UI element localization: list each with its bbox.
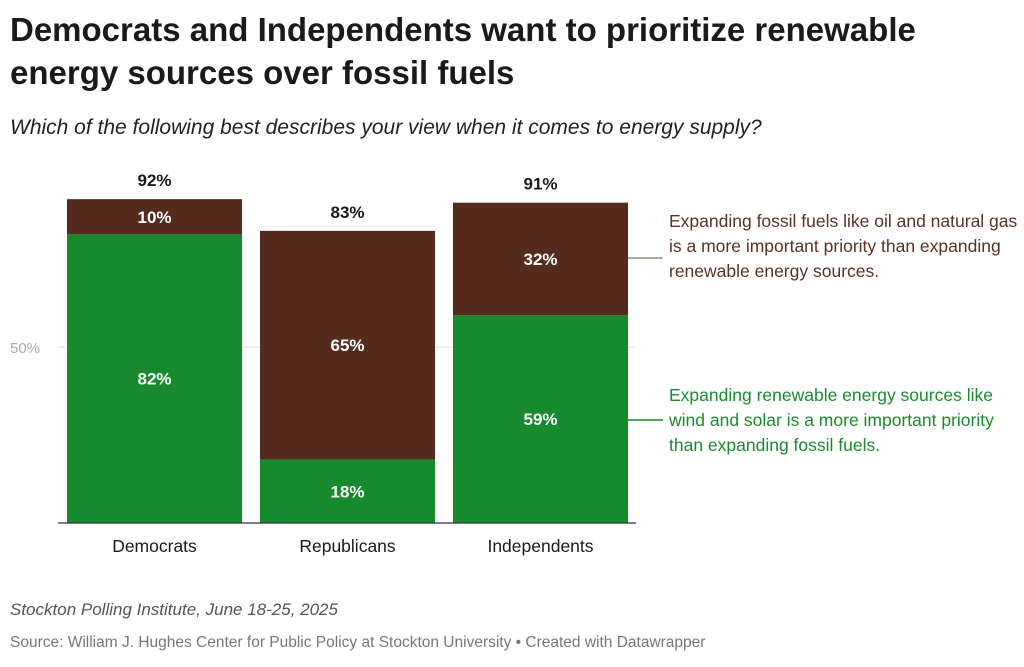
total-label: 92%: [137, 171, 171, 190]
y-tick-label: 50%: [10, 340, 40, 357]
bar-segment-fossil: [67, 199, 242, 235]
bar-segment-fossil: [453, 202, 628, 316]
x-category-label: Independents: [487, 536, 593, 556]
data-label-fossil: 32%: [523, 250, 557, 269]
bar-segment-renewable: [260, 459, 435, 523]
total-label: 83%: [330, 203, 364, 222]
bar-segment-fossil: [260, 230, 435, 460]
chart-title: Democrats and Independents want to prior…: [10, 11, 916, 91]
total-label: 91%: [523, 175, 557, 194]
x-category-label: Democrats: [112, 536, 197, 556]
footer-note: Stockton Polling Institute, June 18-25, …: [10, 600, 338, 619]
bar-segment-renewable: [453, 315, 628, 523]
legend-label-fossil: Expanding fossil fuels like oil and natu…: [669, 211, 1018, 281]
data-label-renewable: 59%: [523, 410, 557, 429]
bar-segment-renewable: [67, 234, 242, 524]
data-label-renewable: 82%: [137, 370, 171, 389]
legend-label-renewable: Expanding renewable energy sources like …: [669, 385, 994, 455]
footer-source: Source: William J. Hughes Center for Pub…: [10, 634, 706, 651]
chart-subtitle: Which of the following best describes yo…: [10, 116, 762, 139]
x-category-label: Republicans: [299, 536, 396, 556]
data-label-fossil: 65%: [330, 336, 364, 355]
data-label-fossil: 10%: [137, 208, 171, 227]
data-label-renewable: 18%: [330, 482, 364, 501]
